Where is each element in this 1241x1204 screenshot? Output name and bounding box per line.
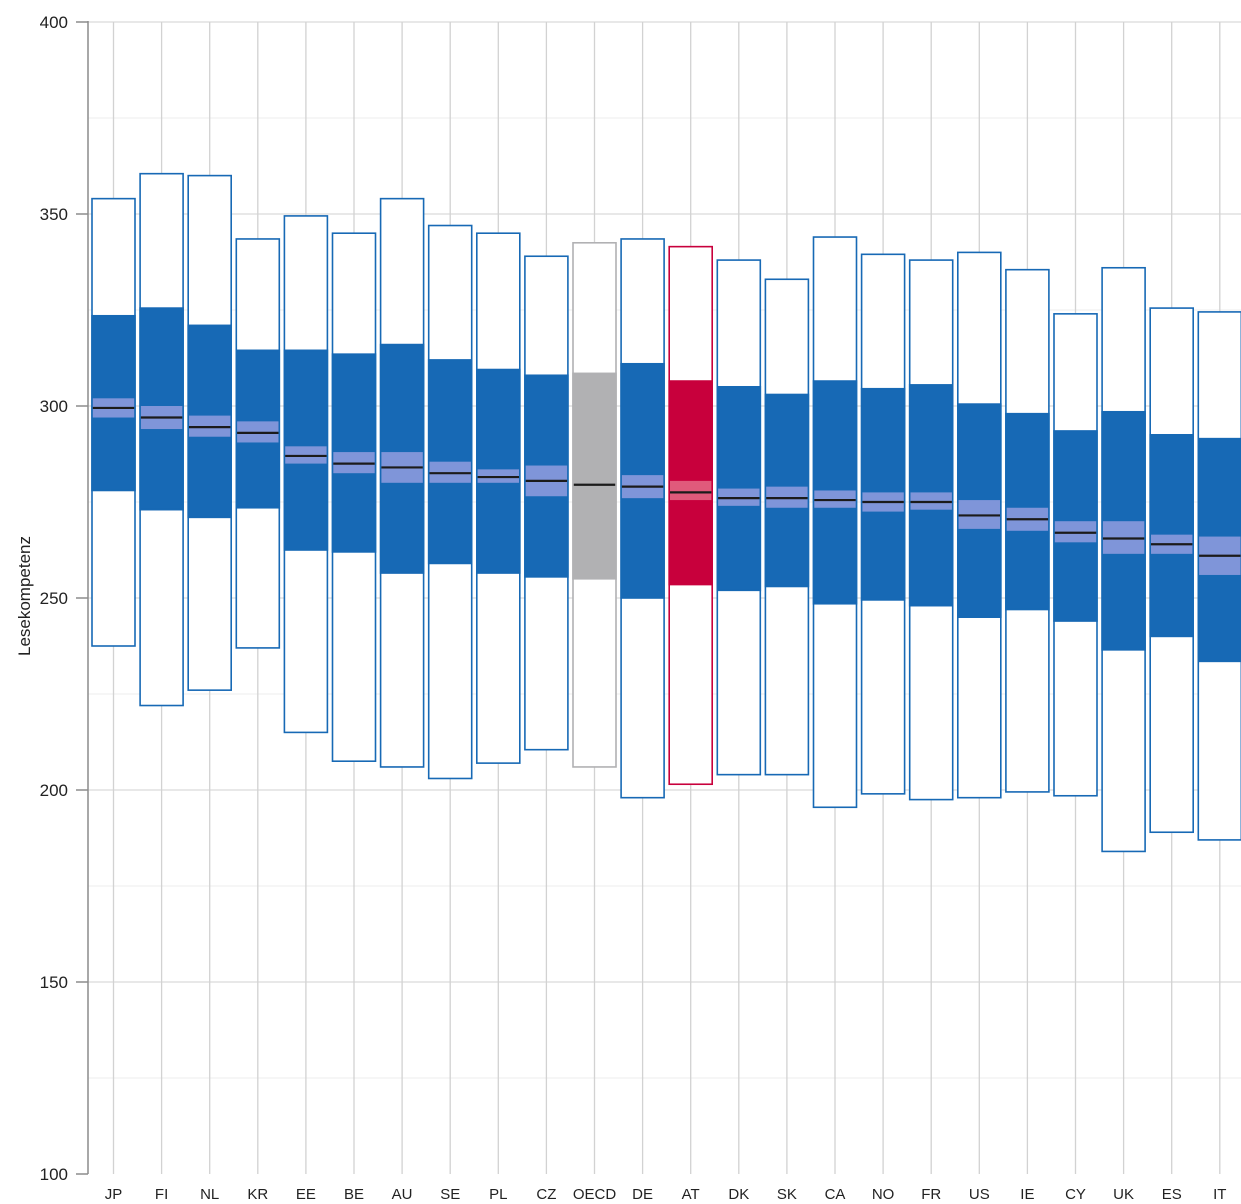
x-tick-label: FI — [155, 1186, 168, 1203]
box-cy — [1053, 313, 1098, 797]
y-tick-label: 400 — [40, 13, 68, 32]
x-tick-label: EE — [296, 1186, 316, 1203]
x-tick-label: PL — [489, 1186, 507, 1203]
percentile-25-75-box — [572, 372, 617, 580]
x-tick-label: ES — [1162, 1186, 1182, 1203]
x-tick-label: NO — [872, 1186, 895, 1203]
box-nl — [187, 174, 232, 691]
x-tick-label: SE — [440, 1186, 460, 1203]
x-tick-label: AU — [392, 1186, 413, 1203]
x-tick-label: AT — [682, 1186, 700, 1203]
x-tick-label: KR — [247, 1186, 268, 1203]
x-tick-label: JP — [105, 1186, 123, 1203]
box-sk — [764, 278, 810, 776]
box-kr — [235, 238, 281, 649]
x-tick-label: FR — [921, 1186, 941, 1203]
x-tick-label: CY — [1065, 1186, 1086, 1203]
box-at — [668, 245, 714, 786]
x-tick-label: BE — [344, 1186, 364, 1203]
box-us — [956, 251, 1002, 799]
y-tick-label: 250 — [40, 589, 68, 608]
y-tick-label: 100 — [40, 1165, 68, 1184]
y-tick-label: 300 — [40, 397, 68, 416]
x-tick-label: DK — [728, 1186, 749, 1203]
x-tick-label: NL — [200, 1186, 219, 1203]
x-tick-label: CZ — [536, 1186, 556, 1203]
box-de — [620, 238, 665, 799]
box-it — [1197, 311, 1241, 841]
box-ee — [283, 215, 329, 734]
x-tick-label: CA — [825, 1186, 846, 1203]
y-tick-label: 350 — [40, 205, 68, 224]
box-se — [427, 224, 473, 780]
box-fi — [139, 172, 184, 707]
x-tick-label: US — [969, 1186, 990, 1203]
x-tick-label: IE — [1020, 1186, 1034, 1203]
box-dk — [716, 259, 762, 776]
box-fr — [908, 259, 954, 801]
y-axis: 100 150 200 250 300 350 400 — [40, 13, 89, 1184]
box-be — [331, 232, 377, 762]
x-tick-label: DE — [632, 1186, 653, 1203]
y-axis-label: Lesekompetenz — [15, 536, 34, 656]
box-pl — [475, 232, 521, 764]
box-cz — [524, 255, 569, 751]
box-no — [860, 253, 906, 795]
x-axis: JP FI NL KR EE BE AU SE PL CZ OECD DE AT DK SK CA NO FR US… — [105, 1186, 1227, 1203]
box-oecd — [572, 242, 617, 768]
box-es — [1149, 307, 1194, 834]
box-ca — [812, 236, 858, 809]
x-tick-label: OECD — [573, 1186, 617, 1203]
box-ie — [1005, 268, 1050, 793]
box-uk — [1101, 266, 1146, 853]
box-au — [379, 197, 425, 768]
box-jp — [91, 197, 136, 647]
mean-confidence-band — [670, 480, 712, 501]
y-tick-label: 200 — [40, 781, 68, 800]
x-tick-label: IT — [1213, 1186, 1226, 1203]
x-tick-label: SK — [777, 1186, 797, 1203]
x-tick-label: UK — [1113, 1186, 1134, 1203]
plot-area — [91, 172, 1241, 853]
y-tick-label: 150 — [40, 973, 68, 992]
